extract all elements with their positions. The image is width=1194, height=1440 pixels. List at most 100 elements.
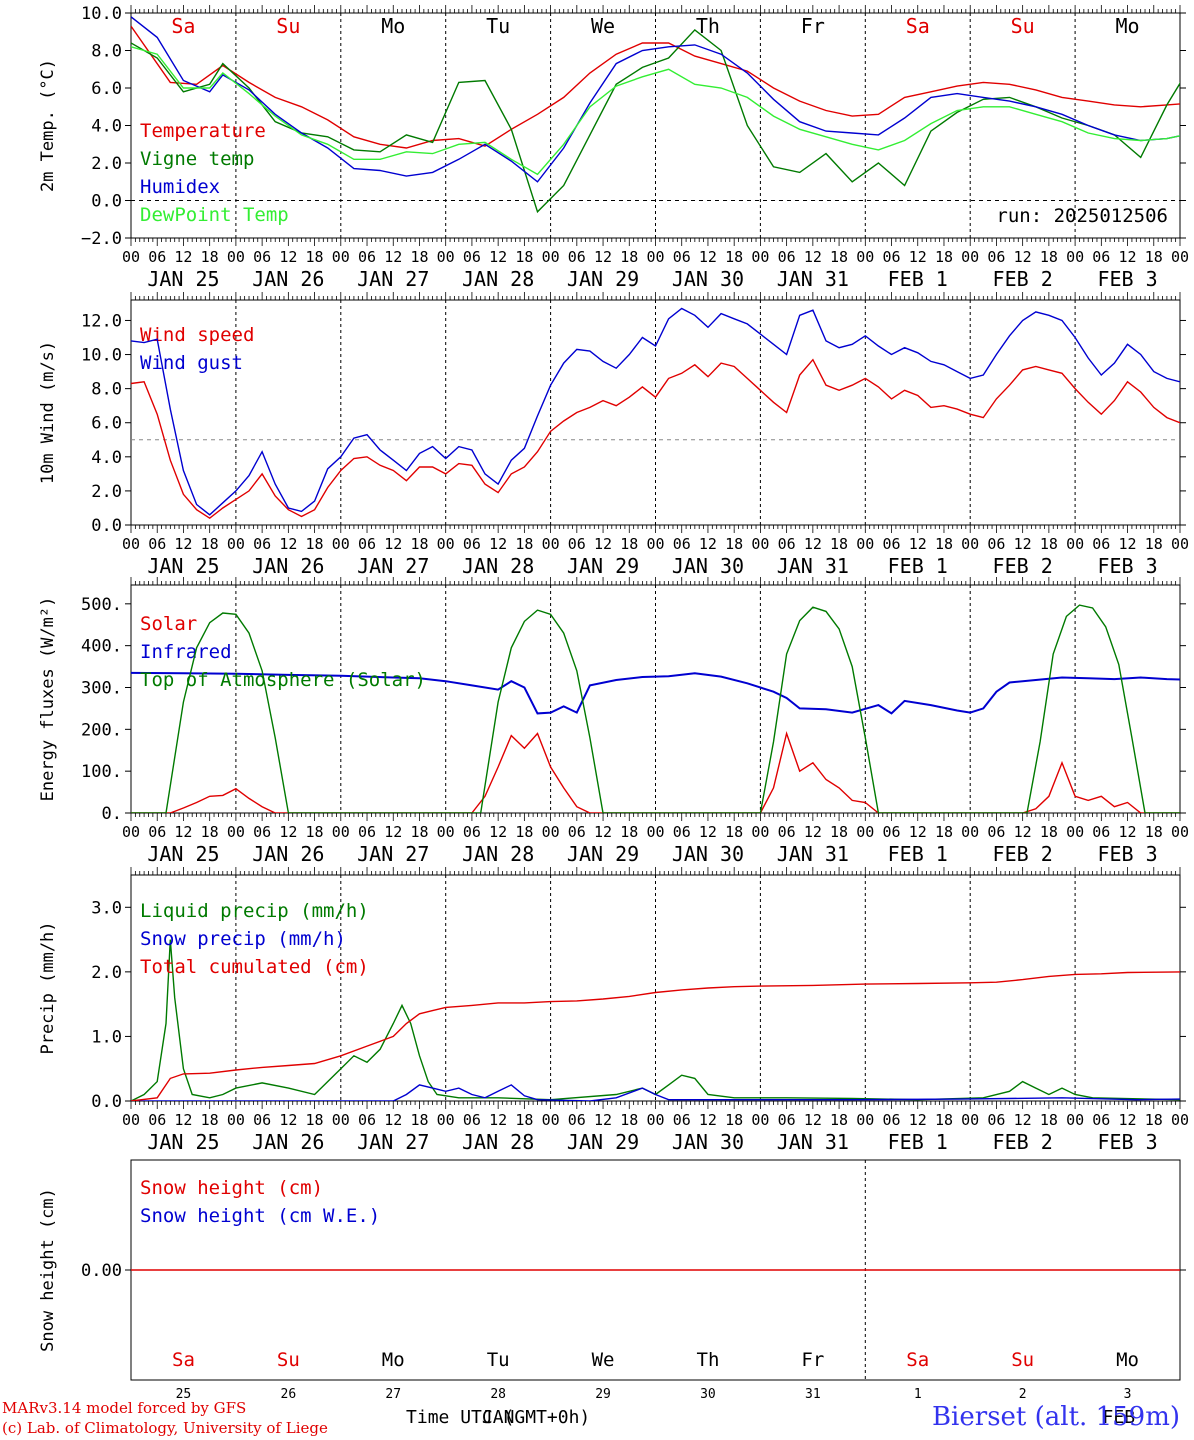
hour-label: 12	[384, 248, 402, 266]
panel-3: 0. 100. 200. 300. 400. 500. Energy fluxes (W/m…	[38, 577, 1189, 866]
legend-entry: Solar	[140, 613, 197, 635]
hour-label: 12	[489, 823, 507, 841]
y-axis-label: 2m Temp. (°C)	[38, 59, 58, 192]
weekday-label: Tu	[486, 14, 510, 38]
y-tick-label: −2.0	[81, 229, 122, 249]
date-label: FEB 1	[888, 554, 948, 578]
legend-entry: Snow precip (mm/h)	[140, 928, 346, 950]
x-axis-label: Time UTC (GMT+0h)	[406, 1407, 590, 1428]
hour-label: 00	[646, 535, 664, 553]
hour-label: 18	[515, 1111, 533, 1129]
hour-label: 06	[148, 248, 166, 266]
hour-label: 06	[463, 1111, 481, 1129]
hour-label: 00	[227, 823, 245, 841]
y-tick-label: 12.0	[81, 311, 122, 331]
hour-label: 12	[909, 1111, 927, 1129]
y-tick-label: 10.0	[81, 346, 122, 366]
hour-label: 12	[174, 535, 192, 553]
hour-label: 00	[437, 535, 455, 553]
hour-label: 12	[804, 248, 822, 266]
hour-label: 12	[174, 1111, 192, 1129]
hour-label: 06	[1092, 535, 1110, 553]
date-label: FEB 2	[993, 842, 1053, 866]
day-number-label: 30	[700, 1387, 716, 1402]
date-label: JAN 30	[672, 554, 744, 578]
date-label: JAN 27	[357, 554, 429, 578]
hour-label: 06	[987, 823, 1005, 841]
date-label: FEB 2	[993, 554, 1053, 578]
date-label: JAN 29	[567, 1130, 639, 1154]
hour-label: 12	[279, 535, 297, 553]
date-label: JAN 30	[672, 267, 744, 291]
hour-label: 06	[673, 823, 691, 841]
y-axis-label: Energy fluxes (W/m²)	[38, 597, 58, 802]
hour-label: 18	[515, 535, 533, 553]
hour-label: 00	[122, 248, 140, 266]
hour-label: 06	[358, 535, 376, 553]
series-line	[131, 731, 1180, 813]
hour-label: 18	[1145, 535, 1163, 553]
footer-credit-line: (c) Lab. of Climatology, University of L…	[2, 1419, 328, 1437]
date-label: JAN 27	[357, 1130, 429, 1154]
hour-label: 12	[279, 823, 297, 841]
legend-entry: Liquid precip (mm/h)	[140, 900, 369, 922]
hour-label: 18	[1145, 1111, 1163, 1129]
bottom-axis: Sa 25 Su 26 Mo 27 Tu 28 We 29 Th 30 Fr 31 Sa 1 Su 2 Mo 3 JAN…	[172, 1349, 1139, 1428]
hour-label: 06	[148, 823, 166, 841]
hour-label: 18	[306, 823, 324, 841]
hour-label: 00	[122, 1111, 140, 1129]
hour-label: 12	[909, 535, 927, 553]
hour-label: 00	[332, 248, 350, 266]
hour-label: 18	[306, 1111, 324, 1129]
hour-label: 00	[227, 248, 245, 266]
date-label: JAN 25	[147, 267, 219, 291]
hour-label: 18	[830, 248, 848, 266]
hour-label: 00	[751, 535, 769, 553]
hour-label: 06	[1092, 248, 1110, 266]
y-tick-label: 0.0	[91, 1092, 122, 1112]
hour-label: 00	[751, 823, 769, 841]
date-label: JAN 26	[252, 1130, 324, 1154]
day-number-label: 3	[1124, 1387, 1132, 1402]
hour-label: 12	[489, 535, 507, 553]
month-label: JAN	[482, 1407, 515, 1428]
hour-label: 12	[384, 535, 402, 553]
hour-label: 12	[699, 823, 717, 841]
weekday-label: Sa	[906, 14, 930, 38]
hour-label: 18	[515, 823, 533, 841]
weekday-label: Fr	[801, 14, 825, 38]
hour-label: 06	[253, 823, 271, 841]
date-label: JAN 25	[147, 1130, 219, 1154]
legend-entry: Wind speed	[140, 324, 254, 346]
day-number-label: 25	[176, 1387, 192, 1402]
legend-entry: Top of Atmosphere (Solar)	[140, 669, 426, 691]
hour-label: 18	[1040, 1111, 1058, 1129]
hour-label: 18	[725, 248, 743, 266]
day-number-label: 27	[385, 1387, 401, 1402]
hour-label: 00	[122, 823, 140, 841]
hour-label: 12	[489, 1111, 507, 1129]
day-number-label: 1	[914, 1387, 922, 1402]
hour-label: 12	[279, 1111, 297, 1129]
hour-label: 12	[594, 1111, 612, 1129]
hour-label: 06	[778, 823, 796, 841]
y-tick-label: 0.0	[91, 516, 122, 536]
series-line	[131, 671, 1180, 715]
series-line	[131, 28, 1180, 214]
y-tick-label: 300.	[81, 678, 122, 698]
hour-label: 00	[1066, 823, 1084, 841]
hour-label: 06	[358, 823, 376, 841]
date-label: FEB 2	[993, 267, 1053, 291]
hour-label: 12	[279, 248, 297, 266]
day-number-label: 26	[281, 1387, 297, 1402]
hour-label: 12	[699, 248, 717, 266]
y-axis-label: Precip (mm/h)	[38, 921, 58, 1054]
legend-entry: Total cumulated (cm)	[140, 956, 369, 978]
series-line	[131, 46, 1180, 176]
hour-label: 18	[410, 535, 428, 553]
date-label: JAN 29	[567, 842, 639, 866]
hour-label: 12	[594, 823, 612, 841]
hour-label: 00	[437, 1111, 455, 1129]
hour-label: 00	[332, 823, 350, 841]
panel-4: 0.0 1.0 2.0 3.0 Precip (mm/h) 00 06 12 18 00 06 12 1…	[38, 867, 1189, 1154]
